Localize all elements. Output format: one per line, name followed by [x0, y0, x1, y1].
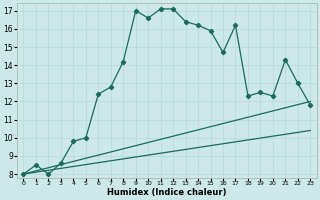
X-axis label: Humidex (Indice chaleur): Humidex (Indice chaleur) — [107, 188, 227, 197]
